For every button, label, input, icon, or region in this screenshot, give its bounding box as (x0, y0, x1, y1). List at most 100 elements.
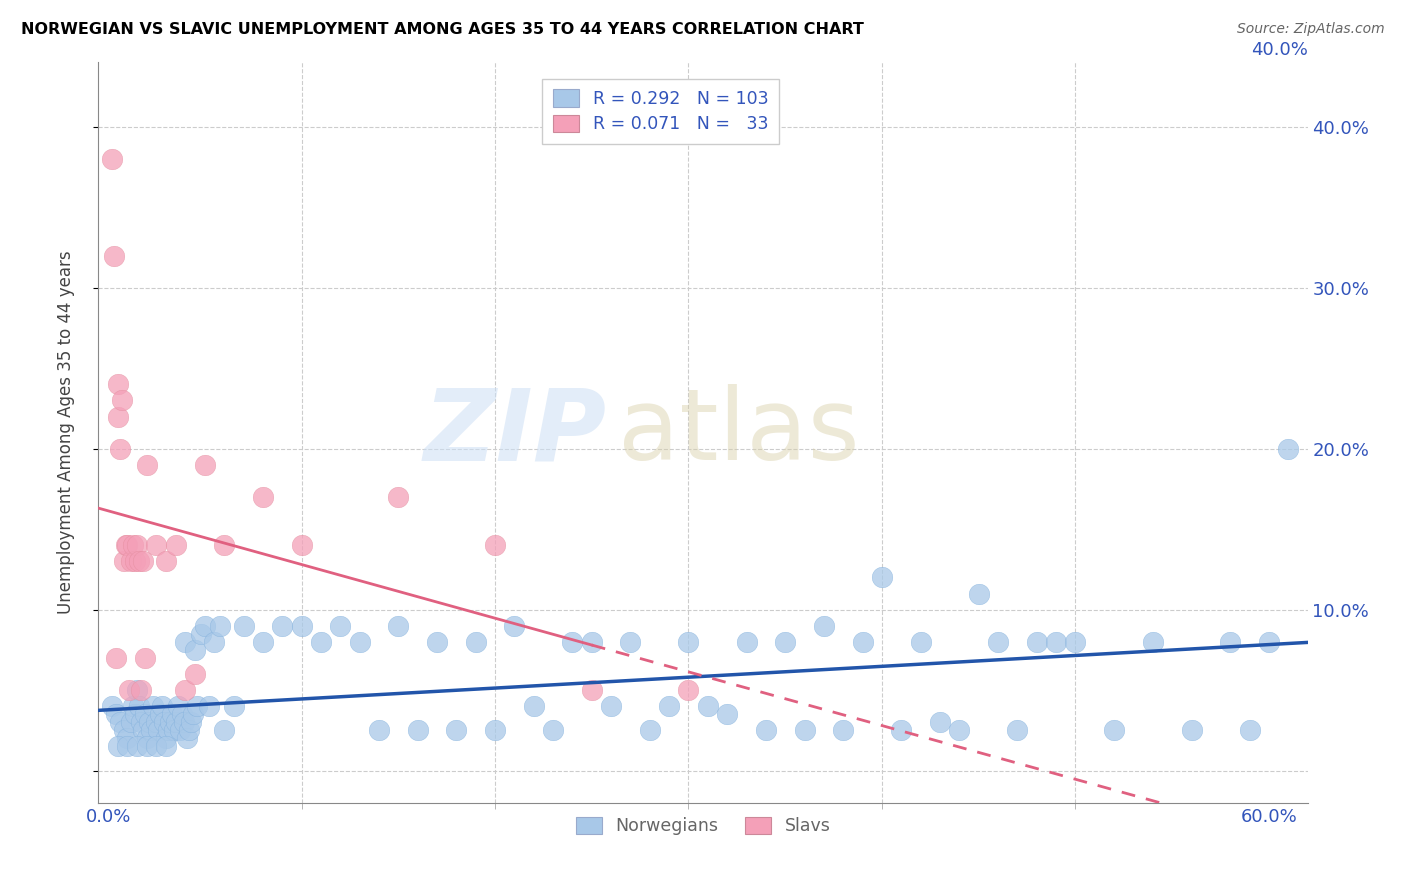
Point (658, 699, 681, 714)
Point (117, 731, 139, 746)
Point (1045, 635, 1067, 649)
Point (503, 619, 526, 633)
Point (309, 635, 332, 649)
Point (523, 699, 546, 714)
Point (197, 699, 219, 714)
Point (426, 635, 449, 649)
Point (212, 723, 235, 738)
Point (484, 723, 506, 738)
Point (179, 723, 201, 738)
Point (107, 739, 129, 754)
Point (813, 619, 835, 633)
Point (890, 723, 912, 738)
Point (987, 635, 1010, 649)
Point (561, 635, 583, 649)
Text: ZIP: ZIP (423, 384, 606, 481)
Point (132, 554, 155, 568)
Point (194, 458, 217, 472)
Point (101, 699, 124, 714)
Point (1257, 635, 1279, 649)
Point (174, 683, 197, 698)
Point (212, 538, 235, 552)
Point (581, 683, 603, 698)
Point (104, 707, 127, 722)
Point (290, 538, 312, 552)
Point (910, 635, 932, 649)
Point (1102, 723, 1125, 738)
Point (181, 707, 204, 722)
Point (153, 715, 176, 730)
Point (852, 635, 875, 649)
Point (111, 393, 134, 408)
Point (541, 723, 564, 738)
Point (120, 554, 142, 568)
Point (387, 490, 409, 504)
Point (173, 715, 195, 730)
Point (678, 635, 700, 649)
Point (101, 152, 124, 166)
Point (112, 554, 135, 568)
Point (446, 723, 468, 738)
Point (619, 635, 641, 649)
Y-axis label: Unemployment Among Ages 35 to 44 years: Unemployment Among Ages 35 to 44 years (56, 251, 75, 615)
Point (464, 635, 486, 649)
Point (232, 619, 254, 633)
Point (107, 377, 129, 392)
Point (166, 699, 188, 714)
Point (127, 683, 149, 698)
Point (755, 723, 778, 738)
Point (145, 538, 167, 552)
Point (132, 723, 155, 738)
Point (118, 683, 141, 698)
Point (186, 699, 208, 714)
Point (169, 723, 191, 738)
Point (145, 715, 167, 730)
Point (159, 715, 181, 730)
Point (145, 739, 167, 754)
Point (209, 619, 232, 633)
Point (1219, 635, 1241, 649)
Point (1180, 723, 1202, 738)
Point (134, 707, 156, 722)
Point (176, 731, 198, 746)
Point (104, 651, 127, 665)
Point (773, 635, 796, 649)
Point (124, 554, 146, 568)
Point (139, 723, 162, 738)
Point (696, 699, 718, 714)
Point (135, 739, 157, 754)
Point (155, 731, 177, 746)
Point (1239, 723, 1261, 738)
Point (735, 635, 758, 649)
Point (329, 619, 352, 633)
Point (108, 715, 131, 730)
Point (107, 409, 129, 424)
Text: atlas: atlas (619, 384, 860, 481)
Point (184, 643, 207, 657)
Legend: Norwegians, Slavs: Norwegians, Slavs (568, 810, 838, 842)
Point (103, 249, 125, 263)
Point (127, 538, 149, 552)
Point (222, 699, 245, 714)
Point (155, 739, 177, 754)
Point (142, 699, 165, 714)
Point (128, 699, 150, 714)
Point (716, 707, 738, 722)
Point (252, 635, 274, 649)
Point (929, 715, 952, 730)
Point (149, 707, 172, 722)
Point (870, 570, 893, 584)
Point (349, 635, 371, 649)
Point (948, 723, 970, 738)
Point (368, 723, 391, 738)
Point (190, 627, 212, 641)
Point (127, 739, 149, 754)
Point (1064, 635, 1087, 649)
Point (157, 723, 180, 738)
Point (138, 715, 160, 730)
Point (1142, 635, 1164, 649)
Point (135, 458, 157, 472)
Point (484, 538, 506, 552)
Point (387, 619, 409, 633)
Point (128, 554, 150, 568)
